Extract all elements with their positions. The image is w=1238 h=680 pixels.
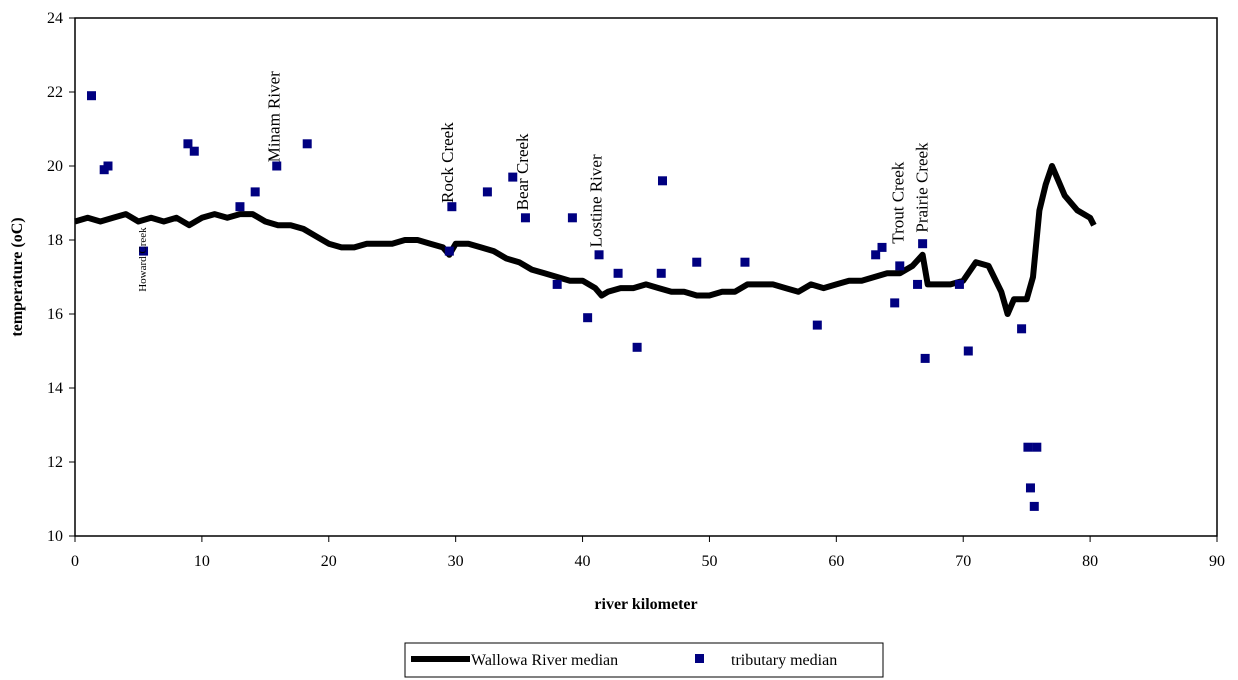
tributary-median-point — [1017, 324, 1027, 334]
x-tick-label: 90 — [1209, 553, 1225, 570]
tributary-median-point — [890, 298, 900, 308]
y-tick-label: 14 — [47, 380, 63, 397]
tributary-median-point — [954, 279, 964, 289]
tributary-median-point — [235, 202, 245, 212]
tributary-median-point — [913, 279, 923, 289]
tributary-median-point — [508, 172, 518, 182]
x-axis: 0 10 20 30 40 50 60 70 80 90 — [71, 536, 1225, 570]
tributary-median-point — [139, 246, 149, 256]
y-tick-label: 20 — [47, 158, 63, 175]
tributary-median-point — [183, 139, 193, 149]
tributary-median-point — [189, 146, 199, 156]
plot-area — [74, 17, 1218, 537]
y-tick-label: 12 — [47, 454, 63, 471]
x-tick-label: 20 — [321, 553, 337, 570]
tributary-median-point — [103, 161, 113, 171]
tributary-median-point — [86, 91, 96, 101]
tributary-median-point — [877, 242, 887, 252]
x-tick-label: 60 — [828, 553, 844, 570]
tributary-median-point — [1032, 442, 1042, 452]
tributary-median-point — [567, 213, 577, 223]
legend-label-wallowa: Wallowa River median — [471, 652, 618, 669]
annotations: Howard Creek Minam River Rock Creek Bear Cr… — [137, 71, 932, 292]
tributary-median-point — [444, 246, 454, 256]
tributary-median-point — [613, 268, 623, 278]
annotation-label: Lostine River — [587, 154, 606, 247]
tributary-median-point — [552, 279, 562, 289]
annotation-label: Minam River — [264, 71, 283, 162]
x-tick-label: 70 — [955, 553, 971, 570]
x-tick-label: 10 — [194, 553, 210, 570]
tributary-median-point — [692, 257, 702, 267]
y-axis: 10 12 14 16 18 20 22 24 — [47, 10, 75, 545]
y-axis-title: temperature (oC) — [9, 217, 26, 336]
wallowa-river-median-series — [74, 163, 1097, 317]
tributary-median-point — [520, 213, 530, 223]
tributary-median-point — [963, 346, 973, 356]
y-tick-label: 18 — [47, 232, 63, 249]
legend-marker-swatch — [695, 654, 704, 663]
x-axis-title: river kilometer — [594, 596, 697, 613]
tributary-median-point — [447, 202, 457, 212]
wallowa-river-median-line — [74, 163, 1097, 317]
tributary-median-point — [657, 176, 667, 186]
tributary-median-point — [583, 313, 593, 323]
y-tick-label: 22 — [47, 84, 63, 101]
tributary-median-point — [656, 268, 666, 278]
tributary-median-point — [920, 353, 930, 363]
tributary-median-point — [871, 250, 881, 260]
x-tick-label: 40 — [575, 553, 591, 570]
tributary-median-point — [272, 161, 282, 171]
tributary-median-point — [918, 239, 928, 249]
tributary-median-point — [1029, 501, 1039, 511]
x-tick-label: 50 — [701, 553, 717, 570]
tributary-median-point — [1023, 442, 1033, 452]
tributary-median-point — [632, 342, 642, 352]
tributary-median-point — [740, 257, 750, 267]
tributary-median-series — [86, 91, 1042, 511]
x-tick-label: 80 — [1082, 553, 1098, 570]
y-tick-label: 10 — [47, 528, 63, 545]
tributary-median-point — [594, 250, 604, 260]
x-tick-label: 0 — [71, 553, 79, 570]
y-tick-label: 24 — [47, 10, 63, 27]
tributary-median-point — [1025, 483, 1035, 493]
y-tick-label: 16 — [47, 306, 63, 323]
annotation-label: Trout Creek — [889, 161, 908, 244]
legend-label-tributary: tributary median — [731, 652, 837, 669]
annotation-label: Prairie Creek — [913, 142, 932, 233]
tributary-median-point — [250, 187, 260, 197]
annotation-label: Bear Creek — [513, 133, 532, 210]
annotation-label: Rock Creek — [438, 122, 457, 203]
tributary-median-point — [895, 261, 905, 271]
legend-box — [404, 642, 884, 678]
annotation-label: Howard Creek — [137, 227, 149, 292]
tributary-median-point — [812, 320, 822, 330]
tributary-median-point — [482, 187, 492, 197]
x-tick-label: 30 — [448, 553, 464, 570]
legend: Wallowa River median tributary median — [404, 642, 884, 678]
tributary-median-point — [302, 139, 312, 149]
